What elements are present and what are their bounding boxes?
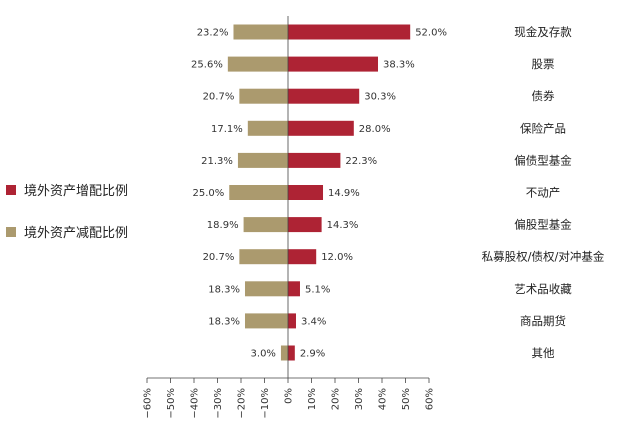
- x-tick-label: 20%: [331, 388, 342, 410]
- bar-increase: [288, 152, 341, 168]
- x-tick-label: −30%: [213, 388, 224, 419]
- data-label-decrease: 18.9%: [207, 220, 239, 231]
- data-label-decrease: 25.6%: [191, 60, 223, 71]
- data-label-decrease: 18.3%: [208, 284, 240, 295]
- category-label: 不动产: [526, 186, 561, 200]
- category-label: 现金及存款: [514, 25, 572, 39]
- labels-group: 23.2% 52.0% 现金及存款 25.6% 38.3% 股票 20.7% 30.3% 债券 1…: [191, 25, 605, 360]
- data-label-increase: 2.9%: [300, 349, 325, 360]
- x-tick-label: −40%: [190, 388, 201, 419]
- data-label-increase: 5.1%: [305, 284, 330, 295]
- x-tick-label: −50%: [166, 388, 177, 419]
- data-label-decrease: 25.0%: [192, 188, 224, 199]
- category-label: 偏债型基金: [514, 153, 572, 167]
- category-label: 债券: [532, 89, 555, 103]
- data-label-decrease: 20.7%: [203, 92, 235, 103]
- bar-increase: [288, 24, 411, 40]
- bar-decrease: [280, 345, 288, 361]
- bar-increase: [288, 88, 360, 104]
- data-label-decrease: 20.7%: [203, 252, 235, 263]
- data-label-increase: 30.3%: [364, 92, 396, 103]
- bar-increase: [288, 249, 317, 265]
- bar-increase: [288, 345, 295, 361]
- bar-increase: [288, 313, 296, 329]
- legend-label-decrease: 境外资产减配比例: [24, 226, 129, 241]
- category-label: 商品期货: [520, 314, 566, 328]
- bar-increase: [288, 217, 322, 233]
- x-tick-label: −20%: [237, 388, 248, 419]
- legend-item-decrease: 境外资产减配比例: [6, 222, 128, 241]
- bar-increase: [288, 281, 300, 297]
- x-tick-label: −10%: [260, 388, 271, 419]
- category-label: 偏股型基金: [514, 218, 572, 232]
- bar-decrease: [229, 185, 288, 200]
- data-label-decrease: 21.3%: [201, 156, 233, 167]
- category-label: 保险产品: [520, 121, 566, 135]
- data-label-increase: 12.0%: [321, 252, 353, 263]
- x-tick-label: 0%: [284, 388, 295, 404]
- category-label: 其他: [532, 346, 555, 360]
- bar-increase: [288, 185, 324, 200]
- data-label-increase: 14.9%: [328, 188, 360, 199]
- bar-decrease: [233, 24, 288, 40]
- legend-label-increase: 境外资产增配比例: [24, 184, 129, 199]
- data-label-increase: 22.3%: [345, 156, 377, 167]
- data-label-increase: 3.4%: [301, 316, 326, 327]
- bar-increase: [288, 56, 379, 72]
- data-label-increase: 14.3%: [327, 220, 359, 231]
- legend-item-increase: 境外资产增配比例: [6, 180, 128, 199]
- bar-decrease: [244, 281, 288, 297]
- data-label-decrease: 18.3%: [208, 316, 240, 327]
- bar-decrease: [244, 313, 288, 329]
- data-label-decrease: 17.1%: [211, 124, 243, 135]
- x-tick-label: 10%: [307, 388, 318, 410]
- x-axis: −60% −50% −40% −30% −20% −10% 0% 10% 20% 30% 40% 50…: [143, 16, 436, 419]
- data-label-decrease: 3.0%: [251, 349, 276, 360]
- data-label-increase: 28.0%: [359, 124, 391, 135]
- bars-group: [227, 24, 411, 361]
- bar-decrease: [239, 88, 288, 104]
- bar-decrease: [227, 56, 288, 72]
- bar-decrease: [243, 217, 288, 233]
- legend-swatch-decrease: [6, 226, 16, 237]
- bar-increase: [288, 120, 354, 136]
- legend-swatch-increase: [6, 184, 16, 195]
- data-label-increase: 38.3%: [383, 60, 415, 71]
- x-tick-label: 30%: [354, 388, 365, 410]
- x-tick-label: −60%: [143, 388, 154, 419]
- x-tick-label: 50%: [401, 388, 412, 410]
- bar-decrease: [239, 249, 288, 265]
- category-label: 艺术品收藏: [514, 282, 572, 296]
- data-label-increase: 52.0%: [415, 28, 447, 39]
- x-tick-label: 40%: [378, 388, 389, 410]
- bar-decrease: [247, 120, 288, 136]
- category-label: 私募股权/债权/对冲基金: [482, 250, 605, 264]
- bar-decrease: [237, 152, 288, 168]
- x-tick-label: 60%: [425, 388, 436, 410]
- data-label-decrease: 23.2%: [197, 28, 229, 39]
- category-label: 股票: [532, 57, 555, 71]
